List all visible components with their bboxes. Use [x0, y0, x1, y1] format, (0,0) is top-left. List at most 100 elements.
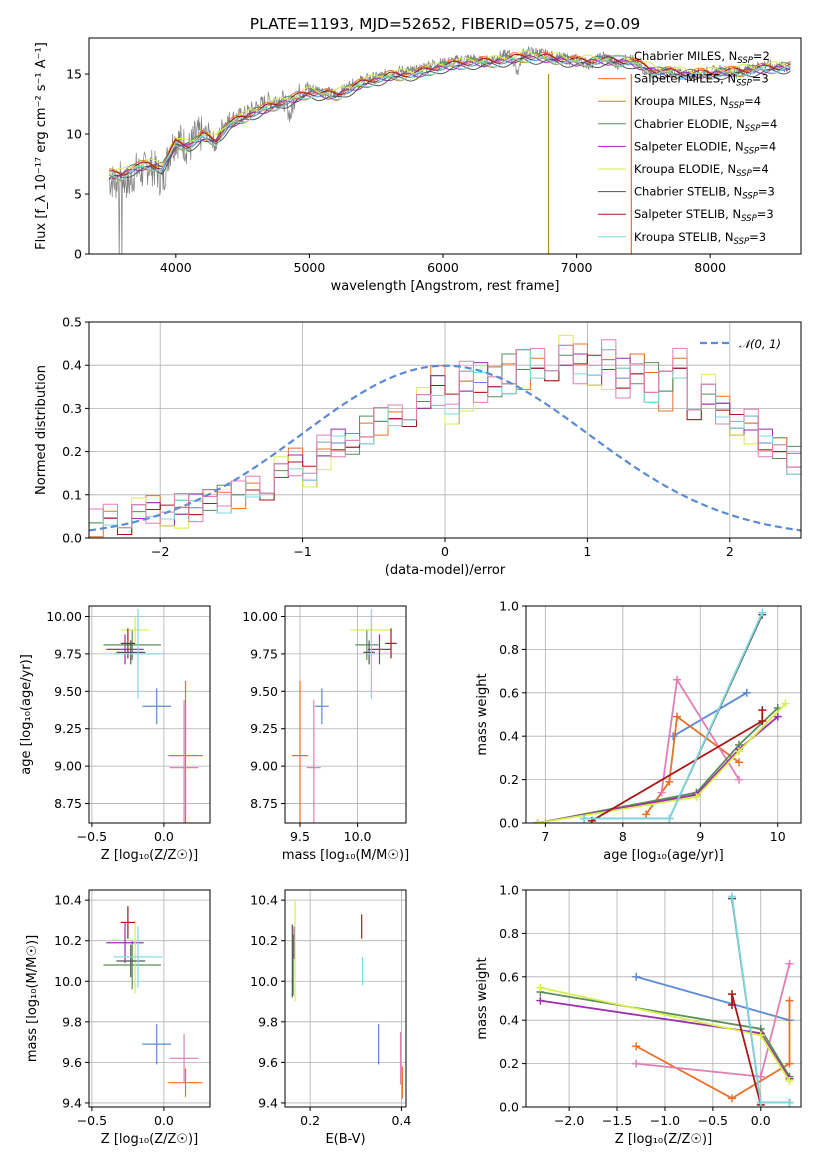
figure-title: PLATE=1193, MJD=52652, FIBERID=0575, z=0…	[250, 15, 640, 33]
massweight_vs_age-ytick-label-3: 0.6	[499, 685, 519, 700]
massweight_vs_Z-marker-8-1	[756, 1098, 765, 1107]
massweight_vs_Z-ytick-label-0: 0.0	[499, 1100, 519, 1115]
massweight_vs_age-marker-1-2	[673, 712, 682, 721]
age_vs_Z-ytick-label-0: 8.75	[54, 796, 82, 811]
residual-hist-1	[89, 343, 801, 538]
legend-label-suffix-6: =3	[758, 185, 775, 199]
legend-label-main-0: Chabrier MILES, N	[634, 49, 737, 63]
age_vs_mass-axes: 9.5 10.0 8.75 9.00 9.25 9.50 9.75 10.00 mass [lo…	[242, 606, 409, 863]
massweight_vs_Z-ytick-label-3: 0.6	[499, 969, 519, 984]
massweight_vs_Z-xtick-label-2: −1.0	[650, 1113, 680, 1128]
mass_vs_Z-ytick-label-5: 10.4	[54, 893, 82, 908]
legend-label-sub-2: SSP	[729, 101, 745, 111]
legend-label-sub-3: SSP	[745, 124, 761, 134]
massweight_vs_age-marker-6-1	[758, 717, 767, 726]
age_vs_Z-plot-area	[103, 608, 203, 823]
mass_vs_Z-point-1	[168, 1068, 203, 1097]
age_vs_mass-xlabel: mass [log₁₀(M/M☉)]	[282, 848, 409, 863]
massweight_vs_Z-marker-8-2	[785, 1098, 794, 1107]
age_vs_mass-ytick-label-3: 9.50	[250, 684, 278, 699]
legend-label-8: Kroupa STELIB, NSSP=3	[634, 230, 766, 247]
age_vs_Z-xtick-label-1: 0.0	[154, 829, 174, 844]
mass_vs_Z-point-2	[169, 1033, 199, 1083]
legend-label-suffix-2: =4	[744, 94, 761, 108]
massweight_vs_age-marker-0-0	[669, 732, 678, 741]
age_vs_Z-point-3	[103, 629, 162, 660]
age_vs_mass-ytick-label-4: 9.75	[250, 646, 278, 661]
massweight_vs_age-line-6	[591, 710, 764, 822]
massweight_vs_Z-marker-1-3	[785, 996, 794, 1005]
massweight_vs_age-marker-1-1	[665, 777, 674, 786]
mass_vs_ebv-xtick-label-1: 0.4	[391, 1113, 411, 1128]
spectrum-ytick-label-1: 5	[74, 187, 82, 202]
massweight_vs_age-line-5	[537, 703, 787, 823]
residuals-ytick-label-4: 0.4	[62, 358, 82, 373]
legend-label-main-4: Salpeter ELODIE, N	[634, 139, 744, 153]
residuals-ylabel: Normed distribution	[34, 365, 49, 495]
residuals-ytick-label-2: 0.2	[62, 444, 82, 459]
age_vs_Z-point-0	[142, 688, 172, 725]
age_vs_mass-point-2	[306, 700, 321, 823]
age_vs_mass-xtick-label-0: 9.5	[290, 829, 310, 844]
massweight_vs_Z-xlabel: Z [log₁₀(Z/Z☉)]	[615, 1132, 712, 1147]
age_vs_mass-point-6	[385, 628, 397, 659]
massweight_vs_age-marker-5-3	[781, 699, 790, 708]
massweight_vs_Z-marker-2-1	[756, 1072, 765, 1081]
age_vs_Z-xlabel: Z [log₁₀(Z/Z☉)]	[101, 848, 198, 863]
residuals-axes-frame	[88, 321, 802, 539]
legend-label-sub-7: SSP	[741, 214, 757, 224]
massweight_vs_Z-xtick-label-4: 0.0	[751, 1113, 771, 1128]
legend-label-suffix-8: =3	[749, 230, 766, 244]
spectrum-plot-area	[108, 45, 791, 254]
mass_vs_Z-axes-frame	[88, 889, 211, 1108]
massweight_vs_Z-marker-2-0	[632, 1059, 641, 1068]
massweight_vs_Z-ytick-label-2: 0.4	[499, 1013, 519, 1028]
mass_vs_Z-point-8	[113, 926, 163, 988]
mass_vs_ebv-ytick-label-5: 10.4	[250, 893, 278, 908]
mass_vs_ebv-xtick-label-0: 0.2	[300, 1113, 320, 1128]
massweight_vs_Z-marker-8-0	[728, 892, 737, 901]
massweight_vs_Z-xtick-label-3: −0.5	[698, 1113, 728, 1128]
age_vs_Z-ylabel: age [log₁₀(age/yr)]	[19, 654, 34, 775]
residuals-ytick-label-3: 0.3	[62, 401, 82, 416]
massweight_vs_Z-xtick-label-1: −1.5	[602, 1113, 632, 1128]
massweight_vs_age-marker-8-1	[665, 814, 674, 823]
spectrum-ytick-label-3: 15	[66, 67, 82, 82]
age_vs_mass-axes-frame	[284, 605, 407, 824]
massweight_vs_Z-plot-area	[536, 892, 794, 1107]
mass_vs_ebv-ytick-label-1: 9.6	[258, 1055, 278, 1070]
mass_vs_Z-ytick-label-2: 9.8	[62, 1014, 82, 1029]
massweight_vs_age-xtick-label-0: 7	[541, 829, 549, 844]
massweight_vs_Z-marker-5-2	[785, 1076, 794, 1085]
massweight_vs_age-plot-area	[533, 608, 790, 823]
massweight_vs_Z-marker-6-1	[728, 990, 737, 999]
age_vs_Z-axes: −0.5 0.0 8.75 9.00 9.25 9.50 9.75 10.00 Z [log₁₀…	[19, 606, 210, 863]
legend-label-3: Chabrier ELODIE, NSSP=4	[634, 117, 777, 134]
mass_vs_ebv-plot-area	[291, 900, 403, 1099]
massweight_vs_Z-ytick-label-1: 0.2	[499, 1056, 519, 1071]
mass_vs_Z-point-0	[142, 1023, 172, 1065]
residual-hist-0	[89, 353, 801, 538]
massweight_vs_age-ytick-label-2: 0.4	[499, 729, 519, 744]
mass_vs_Z-ytick-label-4: 10.2	[54, 933, 82, 948]
massweight_vs_Z-ylabel: mass weight	[475, 957, 490, 1039]
residual-legend: 𝒩(0, 1)	[700, 337, 781, 351]
spectrum-ytick-label-2: 10	[66, 127, 82, 142]
mass_vs_ebv-axes-frame	[284, 889, 407, 1108]
legend-label-main-7: Salpeter STELIB, N	[634, 207, 741, 221]
spectrum-xlabel: wavelength [Angstrom, rest frame]	[331, 279, 560, 294]
age_vs_Z-ytick-label-2: 9.25	[54, 721, 82, 736]
mass_vs_Z-point-7	[116, 944, 146, 978]
legend-label-main-1: Salpeter MILES, N	[634, 72, 736, 86]
legend-label-4: Salpeter ELODIE, NSSP=4	[634, 139, 776, 156]
legend-label-6: Chabrier STELIB, NSSP=3	[634, 185, 775, 202]
massweight_vs_age-marker-6-2	[758, 706, 767, 715]
age_vs_mass-point-0	[314, 688, 329, 725]
age_vs_Z-point-1	[168, 680, 203, 823]
spectrum-axes: 4000 5000 6000 7000 8000 0 5 10 15 wavelength [An…	[34, 42, 791, 294]
massweight_vs_Z-line-1	[635, 1000, 791, 1100]
residuals-xtick-label-2: 0	[441, 544, 449, 559]
spectrum-xtick-label-2: 6000	[427, 260, 459, 275]
massweight_vs_age-marker-8-0	[580, 814, 589, 823]
